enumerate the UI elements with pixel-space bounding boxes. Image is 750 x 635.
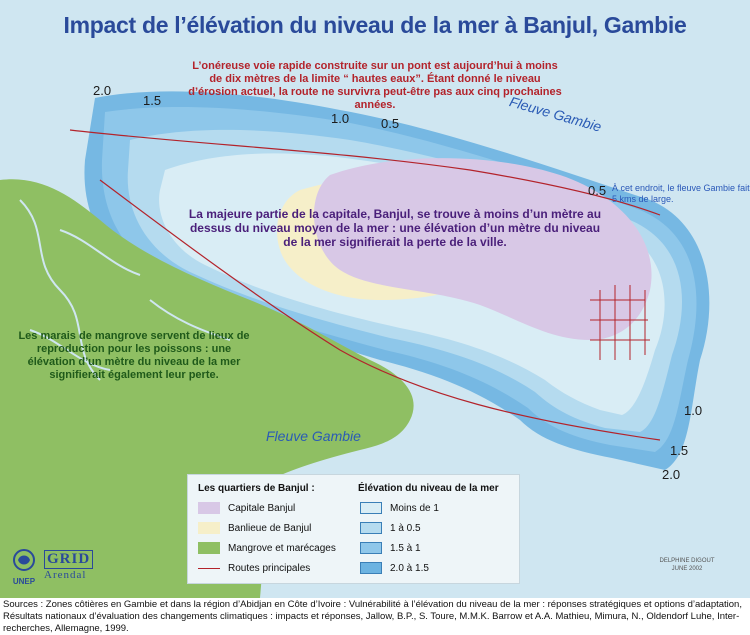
grid-logo-bottom: Arendal xyxy=(44,569,87,581)
river-label-south: Fleuve Gambie xyxy=(266,428,361,444)
legend-swatch xyxy=(360,542,382,554)
legend-item-1-0-5: 1 à 0.5 xyxy=(360,522,421,534)
legend-label: Moins de 1 xyxy=(390,502,439,514)
grid-arendal-logo: GRID Arendal xyxy=(44,550,94,581)
legend-label: 2.0 à 1.5 xyxy=(390,562,429,574)
contour-label: 0.5 xyxy=(381,116,400,131)
legend-item-banlieue: Banlieue de Banjul xyxy=(198,522,311,534)
main-road-2 xyxy=(99,179,661,441)
legend-label: 1 à 0.5 xyxy=(390,522,421,534)
legend-label: Routes principales xyxy=(228,562,311,574)
legend-swatch xyxy=(360,562,382,574)
contour-label: 2.0 xyxy=(662,467,681,482)
mangrove xyxy=(0,179,414,598)
legend-label: Banlieue de Banjul xyxy=(228,522,312,534)
contour-label: 1.5 xyxy=(670,443,689,458)
contour-label: 0.5 xyxy=(588,183,607,198)
legend-swatch xyxy=(360,502,382,514)
city-grid xyxy=(590,285,650,360)
mangrove-channels xyxy=(19,199,231,381)
road-annotation: L’onéreuse voie rapide construite sur un… xyxy=(188,60,562,111)
unep-logo-text: UNEP xyxy=(12,577,36,586)
credit-author: DELPHINE DIGOUT xyxy=(659,558,715,564)
capitale-banjul xyxy=(313,158,652,340)
map-graphic xyxy=(0,91,710,598)
legend-swatch xyxy=(198,542,220,554)
legend: Les quartiers de Banjul : Capitale Banju… xyxy=(187,474,520,584)
map-area: Impact de l’élévation du niveau de la me… xyxy=(0,0,750,598)
credit-date: JUNE 2002 xyxy=(671,566,703,572)
legend-line-swatch xyxy=(198,562,220,574)
legend-label: Mangrove et marécages xyxy=(228,542,336,554)
legend-swatch xyxy=(198,502,220,514)
legend-swatch xyxy=(198,522,220,534)
legend-swatch xyxy=(360,522,382,534)
credit: DELPHINE DIGOUT JUNE 2002 xyxy=(652,557,722,573)
capital-annotation: La majeure partie de la capitale, Banjul… xyxy=(188,207,602,249)
legend-item-routes: Routes principales xyxy=(198,562,310,574)
legend-item-capitale: Capitale Banjul xyxy=(198,502,295,514)
legend-districts-title: Les quartiers de Banjul : xyxy=(198,483,315,494)
page-title: Impact de l’élévation du niveau de la me… xyxy=(63,12,687,38)
legend-item-1-5-1: 1.5 à 1 xyxy=(360,542,421,554)
legend-item-2-0-1-5: 2.0 à 1.5 xyxy=(360,562,429,574)
contour-label: 1.5 xyxy=(143,93,162,108)
legend-label: Capitale Banjul xyxy=(228,502,296,514)
mangrove-annotation: Les marais de mangrove servent de lieux … xyxy=(18,330,250,381)
legend-elevation-title: Élévation du niveau de la mer xyxy=(358,483,499,494)
unep-logo: UNEP xyxy=(8,548,40,586)
legend-label: 1.5 à 1 xyxy=(390,542,421,554)
contour-label: 1.0 xyxy=(331,111,350,126)
main-road xyxy=(69,129,661,216)
legend-item-mangrove: Mangrove et marécages xyxy=(198,542,336,554)
unep-emblem-icon xyxy=(13,549,35,571)
contour-label: 1.0 xyxy=(684,403,703,418)
grid-logo-top: GRID xyxy=(44,550,94,569)
contour-label: 2.0 xyxy=(93,83,112,98)
sources-text: Sources : Zones côtières en Gambie et da… xyxy=(3,599,742,634)
legend-item-moins-de-1: Moins de 1 xyxy=(360,502,439,514)
river-width-annotation: À cet endroit, le fleuve Gambie fait 5 k… xyxy=(612,183,750,204)
